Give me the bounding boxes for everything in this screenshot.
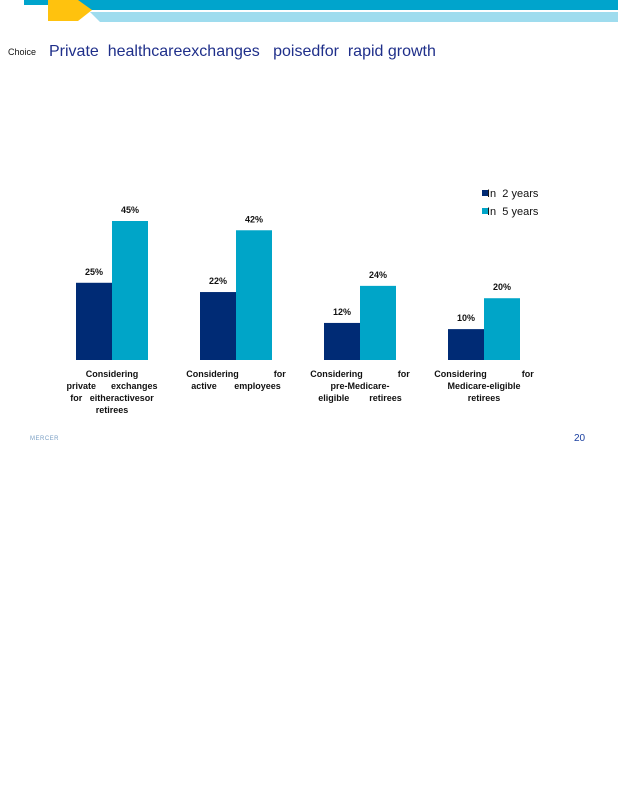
category-label-2-line-1: Considering for (186, 369, 286, 379)
legend-swatch-1 (482, 190, 488, 196)
data-label-5yr-3: 24% (369, 270, 387, 280)
category-label-1-line-4: retirees (96, 405, 129, 415)
page-number: 20 (574, 433, 586, 444)
header-band-light-stripe (90, 12, 618, 22)
legend-label-1: In 2 years (487, 188, 539, 200)
page-title: Private healthcareexchanges poisedfor ra… (49, 43, 436, 60)
category-label-3-line-2: pre-Medicare- (330, 381, 389, 391)
header-band-dark-stripe (24, 0, 618, 10)
category-label-4-line-3: retirees (468, 393, 501, 403)
bar-chart: 25% 22% 12% 10% 45% 42% 24% 20% Considering priva… (66, 188, 539, 415)
data-label-2yr-2: 22% (209, 276, 227, 286)
category-label-3-line-1: Considering for (310, 369, 410, 379)
section-label: Choice (8, 47, 37, 57)
bar-5yr-2 (236, 230, 272, 360)
legend-label-2: In 5 years (487, 206, 539, 218)
bar-5yr-4 (484, 298, 520, 360)
data-label-5yr-1: 45% (121, 205, 139, 215)
bar-2yr-2 (200, 292, 236, 360)
category-label-1-line-3: for eitheractivesor (70, 393, 154, 403)
footer-brand: MERCER (30, 436, 60, 442)
header-band (24, 0, 618, 22)
legend-swatch-2 (482, 208, 488, 214)
category-label-4-line-1: Considering for (434, 369, 534, 379)
bar-2yr-4 (448, 329, 484, 360)
category-label-3-line-3: eligible retirees (318, 393, 402, 403)
bar-5yr-1 (112, 221, 148, 360)
bar-2yr-3 (324, 322, 360, 360)
data-label-5yr-4: 20% (493, 282, 511, 292)
category-label-2-line-2: active employees (191, 381, 281, 391)
bar-5yr-3 (360, 285, 396, 360)
category-label-1-line-2: private exchanges (66, 381, 157, 391)
data-label-2yr-1: 25% (85, 267, 103, 277)
category-label-1-line-1: Considering (86, 369, 139, 379)
accent-chevron (48, 0, 92, 21)
data-label-2yr-4: 10% (457, 313, 475, 323)
bar-2yr-1 (76, 282, 112, 360)
data-label-2yr-3: 12% (333, 307, 351, 317)
category-label-4-line-2: Medicare-eligible (447, 381, 520, 391)
data-label-5yr-2: 42% (245, 214, 263, 224)
